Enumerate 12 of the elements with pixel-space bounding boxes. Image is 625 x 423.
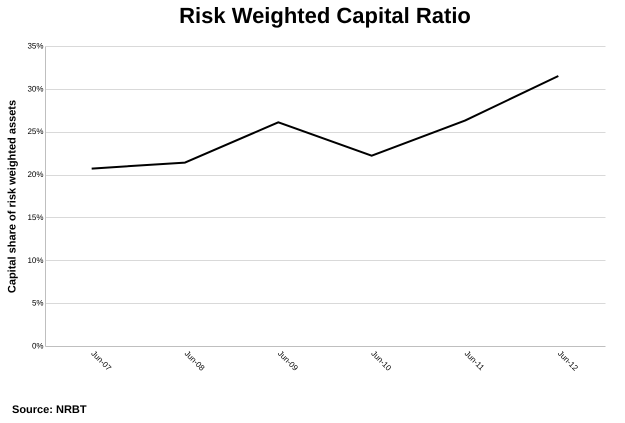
y-axis-title: Capital share of risk weighted assets (6, 100, 18, 294)
y-tick-label: 15% (27, 212, 44, 222)
source-note: Source: NRBT (12, 404, 87, 416)
y-tick-label: 10% (27, 256, 44, 265)
y-tick-label: 30% (27, 84, 44, 94)
y-tick-label: 20% (27, 170, 44, 180)
y-tick-label: 35% (27, 42, 44, 50)
y-tick-label: 0% (32, 342, 44, 350)
y-tick-label: 25% (27, 127, 44, 136)
chart-title: Risk Weighted Capital Ratio (179, 3, 471, 28)
y-tick-label: 5% (32, 298, 44, 308)
line-series (90, 75, 560, 170)
